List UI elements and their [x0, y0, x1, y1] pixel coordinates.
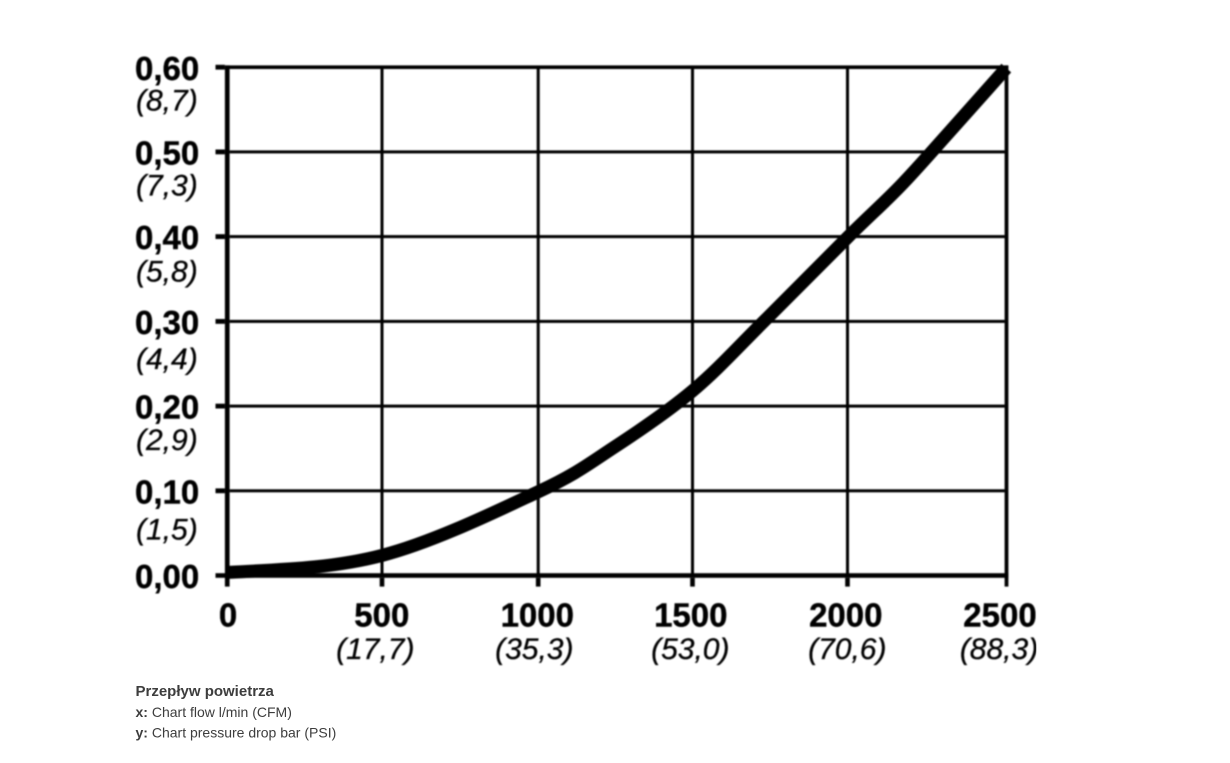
svg-text:0,40: 0,40 [135, 219, 199, 256]
svg-text:0,30: 0,30 [135, 304, 199, 341]
svg-text:(35,3): (35,3) [495, 633, 573, 666]
svg-text:1000: 1000 [501, 596, 574, 633]
svg-text:x: Chart flow l/min (CFM): x: Chart flow l/min (CFM) [136, 704, 292, 720]
svg-text:(4,4): (4,4) [136, 343, 198, 376]
svg-text:2000: 2000 [809, 596, 882, 633]
svg-text:Przepływ powietrza: Przepływ powietrza [136, 683, 275, 700]
svg-text:0,50: 0,50 [135, 135, 199, 172]
svg-text:0,00: 0,00 [135, 558, 199, 595]
svg-text:1500: 1500 [654, 596, 727, 633]
svg-text:2500: 2500 [963, 596, 1036, 633]
svg-text:0,20: 0,20 [135, 389, 199, 426]
svg-text:(7,3): (7,3) [136, 170, 198, 203]
svg-text:0: 0 [219, 596, 237, 633]
svg-text:(1,5): (1,5) [136, 514, 198, 547]
svg-text:(8,7): (8,7) [136, 85, 198, 118]
svg-text:(17,7): (17,7) [336, 633, 414, 666]
svg-text:(2,9): (2,9) [136, 424, 198, 457]
svg-text:(5,8): (5,8) [136, 256, 198, 289]
svg-text:(88,3): (88,3) [960, 633, 1038, 666]
svg-text:(53,0): (53,0) [651, 633, 729, 666]
svg-text:y: Chart pressure drop bar (PS: y: Chart pressure drop bar (PSI) [136, 724, 337, 740]
svg-text:0,10: 0,10 [135, 473, 199, 510]
svg-text:(70,6): (70,6) [808, 633, 886, 666]
svg-text:500: 500 [354, 596, 409, 633]
svg-text:0,60: 0,60 [135, 50, 199, 87]
